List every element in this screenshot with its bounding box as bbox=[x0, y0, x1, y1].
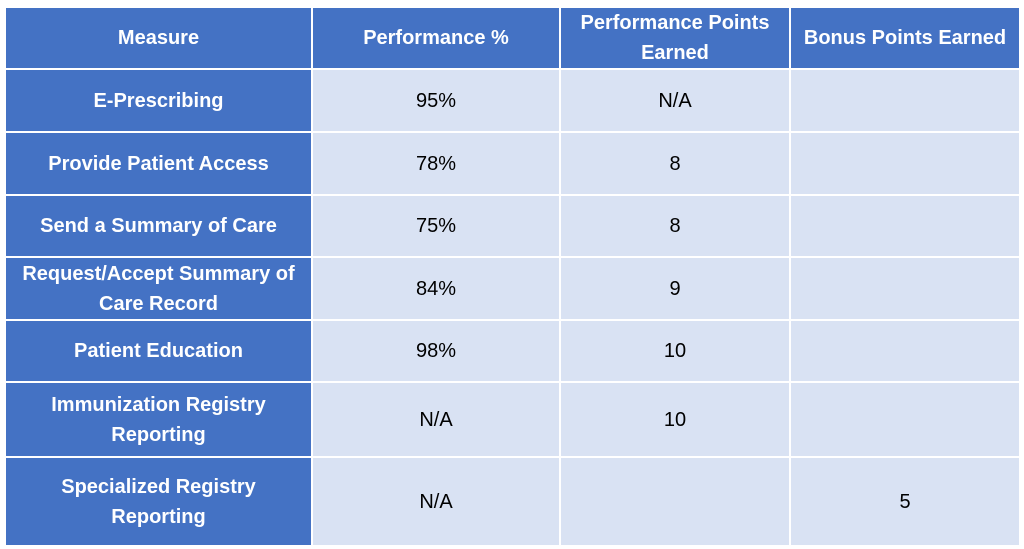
bonus-points-cell bbox=[789, 68, 1021, 133]
measure-cell: Request/Accept Summary of Care Record bbox=[4, 256, 313, 321]
performance-pct-cell: 84% bbox=[311, 256, 561, 321]
measure-cell: Send a Summary of Care bbox=[4, 194, 313, 258]
measure-cell: E-Prescribing bbox=[4, 68, 313, 133]
performance-pct-cell: 98% bbox=[311, 319, 561, 383]
bonus-points-cell: 5 bbox=[789, 456, 1021, 547]
performance-pct-cell: N/A bbox=[311, 456, 561, 547]
bonus-points-cell bbox=[789, 256, 1021, 321]
measure-cell: Specialized Registry Reporting bbox=[4, 456, 313, 547]
performance-points-cell: 10 bbox=[559, 319, 791, 383]
table-header-row: Measure Performance % Performance Points… bbox=[4, 6, 1021, 70]
header-measure: Measure bbox=[4, 6, 313, 70]
performance-pct-cell: 95% bbox=[311, 68, 561, 133]
measures-table: Measure Performance % Performance Points… bbox=[4, 6, 1021, 547]
bonus-points-cell bbox=[789, 381, 1021, 458]
table-row: Immunization Registry Reporting N/A 10 bbox=[4, 381, 1021, 458]
table-row: E-Prescribing 95% N/A bbox=[4, 68, 1021, 133]
performance-points-cell: 8 bbox=[559, 194, 791, 258]
measure-cell: Provide Patient Access bbox=[4, 131, 313, 196]
performance-points-cell: 10 bbox=[559, 381, 791, 458]
measure-cell: Patient Education bbox=[4, 319, 313, 383]
table-row: Send a Summary of Care 75% 8 bbox=[4, 194, 1021, 258]
table-row: Provide Patient Access 78% 8 bbox=[4, 131, 1021, 196]
performance-points-cell: 9 bbox=[559, 256, 791, 321]
bonus-points-cell bbox=[789, 131, 1021, 196]
performance-points-cell: 8 bbox=[559, 131, 791, 196]
table-row: Specialized Registry Reporting N/A 5 bbox=[4, 456, 1021, 547]
bonus-points-cell bbox=[789, 194, 1021, 258]
header-performance-points: Performance Points Earned bbox=[559, 6, 791, 70]
performance-points-cell bbox=[559, 456, 791, 547]
header-performance-pct: Performance % bbox=[311, 6, 561, 70]
bonus-points-cell bbox=[789, 319, 1021, 383]
performance-pct-cell: N/A bbox=[311, 381, 561, 458]
performance-points-cell: N/A bbox=[559, 68, 791, 133]
table-row: Patient Education 98% 10 bbox=[4, 319, 1021, 383]
header-bonus-points: Bonus Points Earned bbox=[789, 6, 1021, 70]
measure-cell: Immunization Registry Reporting bbox=[4, 381, 313, 458]
measures-table-container: Measure Performance % Performance Points… bbox=[4, 6, 1021, 547]
performance-pct-cell: 75% bbox=[311, 194, 561, 258]
table-row: Request/Accept Summary of Care Record 84… bbox=[4, 256, 1021, 321]
performance-pct-cell: 78% bbox=[311, 131, 561, 196]
